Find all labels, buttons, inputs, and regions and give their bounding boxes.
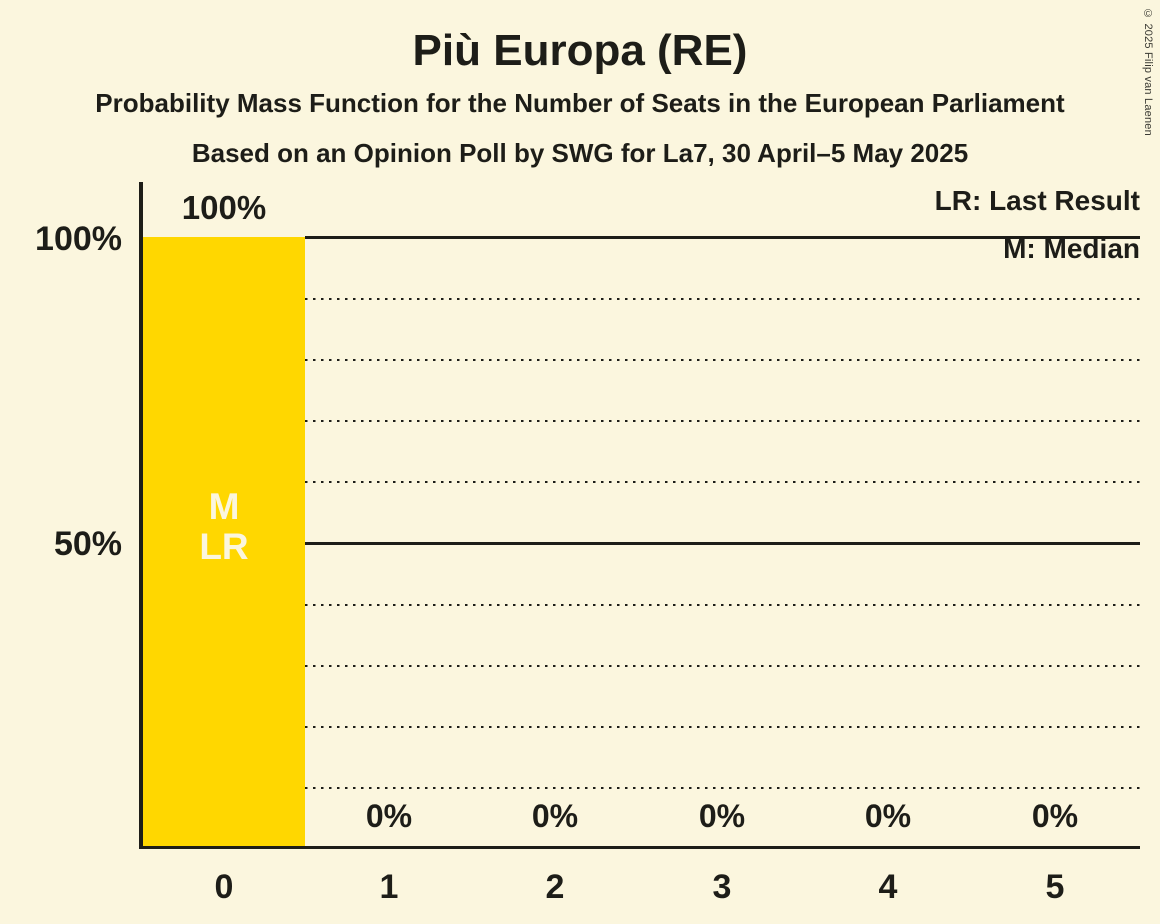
- value-label-2: 0%: [531, 798, 579, 834]
- x-tick-1: 1: [379, 868, 399, 906]
- bar-annotation-median-lastresult: M LR: [143, 487, 305, 567]
- gridline-30pct: [305, 665, 1140, 667]
- bar-seats-0: [143, 237, 305, 846]
- gridline-10pct: [305, 787, 1140, 789]
- y-tick-100: 100%: [35, 220, 122, 258]
- value-label-0: 100%: [181, 189, 267, 226]
- value-label-5: 0%: [1031, 798, 1079, 834]
- chart-subtitle: Probability Mass Function for the Number…: [95, 88, 1065, 118]
- legend-last-result: LR: Last Result: [934, 185, 1140, 216]
- gridline-80pct: [305, 359, 1140, 361]
- value-label-1: 0%: [365, 798, 413, 834]
- y-axis-line: [139, 182, 143, 849]
- gridline-70pct: [305, 420, 1140, 422]
- copyright-text: © 2025 Filip van Laenen: [1142, 8, 1154, 136]
- last-result-marker: LR: [199, 526, 249, 567]
- gridline-90pct: [305, 298, 1140, 300]
- y-tick-50: 50%: [53, 525, 122, 563]
- legend-median: M: Median: [1003, 233, 1140, 264]
- gridline-100pct: [305, 236, 1140, 239]
- x-tick-2: 2: [545, 868, 565, 906]
- x-axis-line: [139, 846, 1140, 849]
- chart-source-line: Based on an Opinion Poll by SWG for La7,…: [191, 138, 969, 168]
- value-label-3: 0%: [698, 798, 746, 834]
- page-title: Più Europa (RE): [412, 26, 748, 75]
- gridline-60pct: [305, 481, 1140, 483]
- x-tick-4: 4: [878, 868, 898, 906]
- x-tick-5: 5: [1045, 868, 1065, 906]
- gridline-50pct: [305, 542, 1140, 545]
- value-label-4: 0%: [864, 798, 912, 834]
- gridline-20pct: [305, 726, 1140, 728]
- x-tick-3: 3: [712, 868, 732, 906]
- x-tick-0: 0: [214, 868, 234, 906]
- gridline-40pct: [305, 604, 1140, 606]
- median-marker: M: [208, 486, 240, 527]
